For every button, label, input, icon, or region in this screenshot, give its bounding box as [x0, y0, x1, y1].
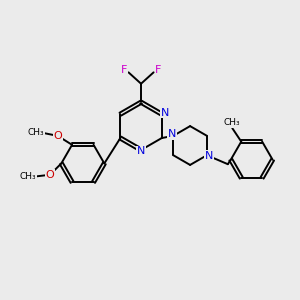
Text: N: N	[205, 151, 214, 161]
Text: CH₃: CH₃	[20, 172, 36, 181]
Text: CH₃: CH₃	[224, 118, 241, 127]
Text: O: O	[53, 131, 62, 141]
Text: F: F	[155, 65, 161, 75]
Text: N: N	[161, 108, 170, 118]
Text: O: O	[46, 170, 54, 180]
Text: CH₃: CH₃	[28, 128, 44, 137]
Text: F: F	[121, 65, 127, 75]
Text: N: N	[168, 129, 176, 139]
Text: N: N	[137, 146, 145, 157]
